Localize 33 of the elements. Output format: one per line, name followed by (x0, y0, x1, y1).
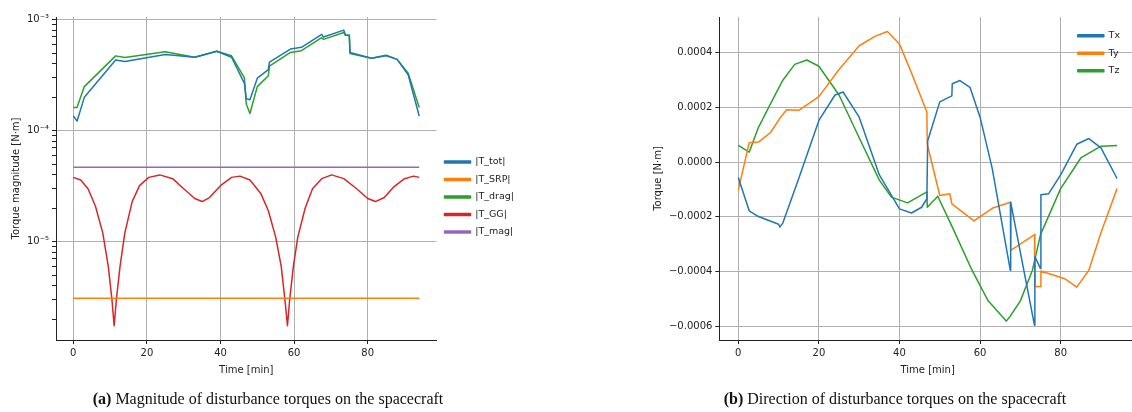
y-tick-label: −0.0002 (668, 210, 713, 222)
y-axis-title: Torque magnitude [N·m] (9, 117, 21, 241)
legend-label: |T_GG| (475, 207, 507, 219)
y-tick-label: 0.0004 (677, 46, 713, 58)
y-tick-label: −0.0004 (668, 265, 713, 277)
x-tick-label: 80 (361, 346, 375, 358)
x-tick-label: 40 (214, 346, 227, 358)
y-tick-label: 10⁻⁴ (27, 124, 50, 136)
x-tick-label: 0 (735, 346, 742, 358)
y-tick-label: 10⁻⁵ (27, 235, 50, 247)
legend-label: |T_SRP| (475, 172, 511, 184)
x-tick-label: 20 (812, 346, 826, 358)
text: (b) Direction of disturbance torques on the spacecraft (723, 390, 1067, 407)
y-tick-label: 0.0000 (677, 155, 713, 167)
y-tick-label: 10⁻³ (27, 13, 50, 25)
x-tick-label: 60 (973, 346, 987, 358)
y-axis-title: Torque [N·m] (651, 146, 663, 212)
legend-label: Tz (1107, 64, 1120, 76)
legend-label: |T_drag| (475, 190, 515, 202)
x-tick-label: 0 (70, 346, 77, 358)
x-axis-title: Time [min] (218, 363, 274, 375)
y-tick-label: −0.0006 (668, 319, 713, 331)
legend-label: |T_tot| (475, 155, 506, 167)
x-tick-label: 20 (140, 346, 154, 358)
x-axis-title: Time [min] (899, 363, 955, 375)
text: (a) Magnitude of disturbance torques on the spacecraft (92, 390, 444, 407)
legend-label: |T_mag| (475, 225, 514, 237)
x-tick-label: 60 (287, 346, 301, 358)
x-tick-label: 40 (893, 346, 906, 358)
y-tick-label: 0.0002 (677, 100, 713, 112)
legend-label: Ty (1107, 46, 1119, 58)
legend-label: Tx (1107, 29, 1121, 41)
x-tick-label: 80 (1054, 346, 1068, 358)
